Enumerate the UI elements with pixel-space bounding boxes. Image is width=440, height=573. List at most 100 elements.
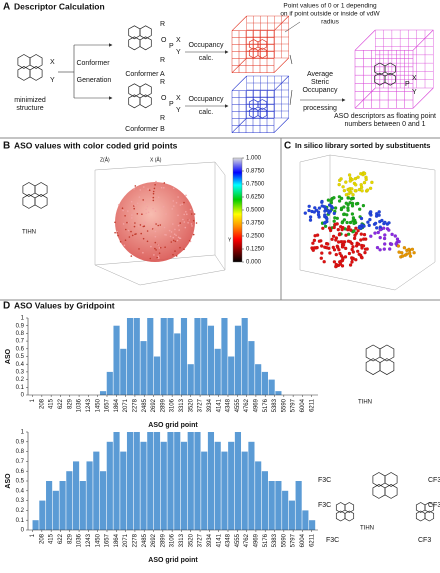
panel-letter: B: [3, 141, 10, 152]
library-point: [335, 244, 340, 248]
grid-point: [139, 189, 142, 191]
ring: [384, 62, 396, 76]
grid-point: [179, 246, 181, 249]
grid-point: [133, 205, 135, 207]
grid-point: [178, 229, 180, 231]
grid-point: [188, 219, 190, 221]
colorbar-tick-label: 1.000: [246, 156, 262, 162]
y-tick-label: 0: [21, 528, 25, 534]
colorbar-tick-label: 0.6250: [246, 195, 265, 201]
line: [94, 264, 141, 286]
grid-point: [173, 233, 176, 235]
x-tick-label: 6004: [300, 398, 306, 412]
library-point: [325, 217, 329, 221]
library-point: [412, 250, 416, 255]
grid-point: [178, 237, 181, 239]
library-point: [358, 253, 363, 258]
grid-point: [176, 239, 179, 242]
grid-point: [157, 255, 159, 258]
library-point: [353, 188, 358, 193]
grid-point: [174, 250, 176, 252]
x-tick-label: 4969: [253, 398, 259, 412]
line: [354, 87, 376, 109]
grid-point: [174, 240, 177, 243]
grid-point: [183, 248, 185, 251]
label: F3C: [326, 537, 339, 544]
panel-letter: C: [284, 141, 291, 152]
label: Occupancy: [188, 96, 224, 103]
library-point: [407, 251, 412, 255]
library-point: [322, 221, 327, 225]
line: [94, 161, 216, 171]
library-point: [377, 213, 381, 217]
x-tick-label: 829: [67, 398, 73, 409]
bar: [160, 318, 167, 395]
grid-point: [152, 190, 155, 193]
library-point: [327, 203, 332, 207]
bar: [153, 432, 161, 530]
library-point: [352, 229, 356, 233]
y-tick-label: 0.1: [16, 385, 25, 391]
library-point: [357, 207, 362, 211]
library-point: [381, 226, 386, 230]
x-tick-label: 2278: [132, 533, 138, 547]
x-tick-label: 4348: [226, 398, 232, 412]
x-tick-label: 1450: [95, 533, 101, 547]
label: X: [176, 37, 181, 44]
grid-point: [127, 210, 129, 212]
axis-title: ASO: [5, 473, 12, 489]
grid-point: [158, 252, 161, 254]
grid-point: [154, 241, 157, 244]
x-tick-label: 3727: [198, 533, 204, 547]
library-point: [362, 171, 367, 176]
line: [354, 29, 376, 51]
library-point: [319, 256, 324, 260]
grid-point: [134, 204, 136, 207]
bar: [32, 520, 39, 530]
x-tick-label: 4141: [216, 533, 222, 547]
label: X: [412, 75, 417, 82]
library-point: [369, 234, 373, 238]
grid-point: [185, 194, 187, 197]
library-point: [319, 244, 324, 248]
library-point: [350, 212, 355, 216]
bar: [147, 318, 154, 395]
x-tick-label: 6004: [300, 533, 306, 547]
x-tick-label: 2278: [132, 398, 138, 412]
library-point: [337, 232, 342, 237]
line: [273, 15, 289, 31]
panel-title: ASO Values by Gridpoint: [14, 300, 115, 310]
library-point: [359, 226, 363, 230]
grid-point: [156, 256, 158, 259]
x-tick-label: 4348: [226, 533, 232, 547]
grid-point: [175, 255, 178, 257]
y-tick-label: 0.3: [16, 369, 25, 375]
library-point: [400, 250, 404, 255]
library-point: [356, 175, 360, 179]
grid-point: [150, 197, 153, 200]
label: TIHN: [360, 526, 374, 532]
ring: [384, 472, 398, 487]
library-point: [375, 245, 380, 250]
ring: [344, 502, 355, 513]
library-point: [383, 233, 387, 237]
library-point: [363, 237, 368, 241]
library-point: [339, 206, 344, 210]
grid-point: [155, 223, 157, 225]
grid-point: [145, 208, 147, 211]
line: [412, 87, 434, 109]
grid-point: [184, 226, 187, 229]
library-point: [308, 215, 313, 219]
panel-letter: A: [3, 2, 10, 13]
grid-point: [143, 222, 146, 224]
grid-point: [149, 257, 152, 260]
grid-point: [141, 213, 143, 215]
library-point: [348, 240, 353, 244]
bar: [194, 432, 201, 530]
x-tick-label: 3313: [179, 533, 185, 547]
label: on if point outside or inside of vdW: [280, 11, 380, 18]
grid-point: [173, 205, 175, 207]
x-tick-label: 2071: [123, 398, 129, 412]
label: P: [169, 43, 174, 50]
label: R: [160, 115, 165, 122]
